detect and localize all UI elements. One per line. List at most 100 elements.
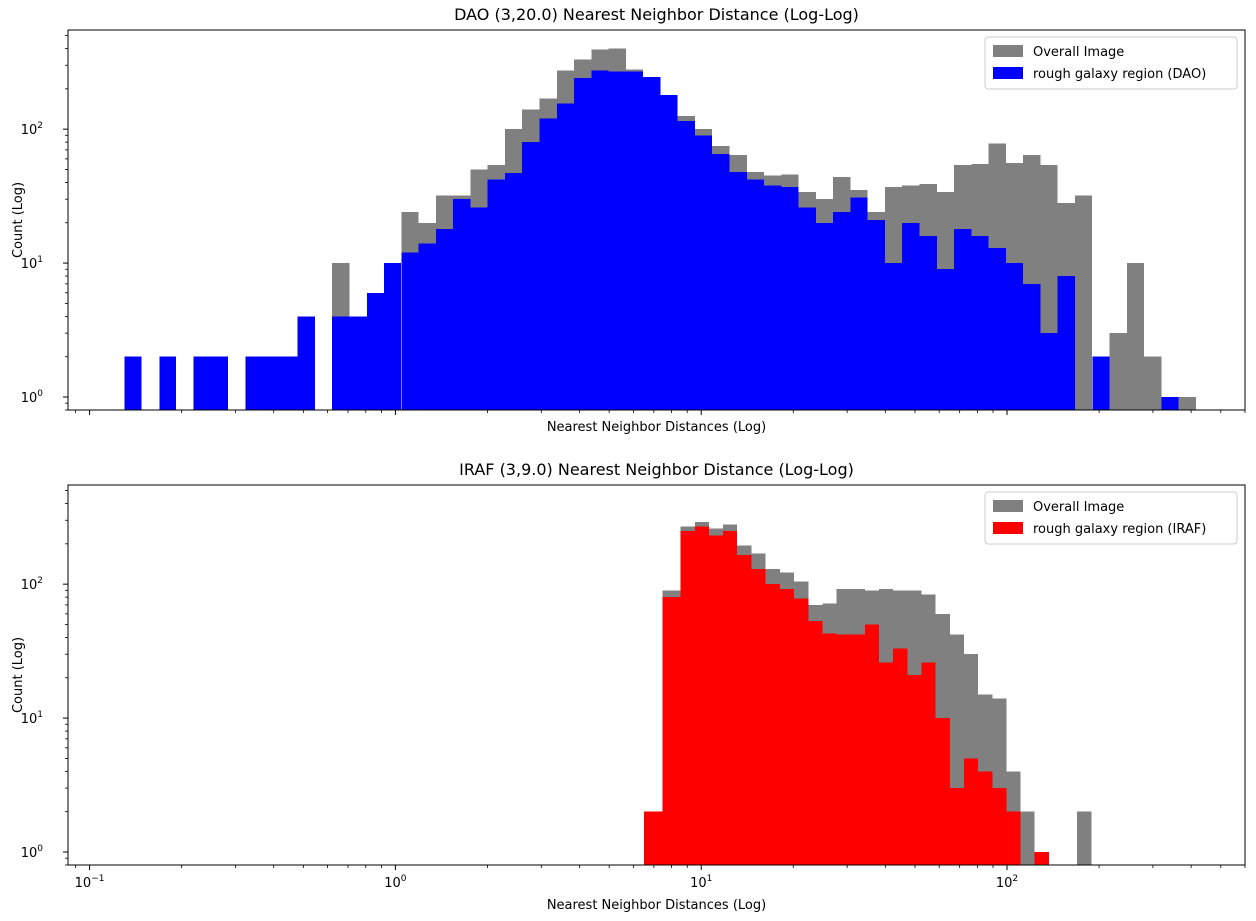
histogram-bar: [765, 584, 781, 865]
histogram-bar: [1109, 333, 1127, 410]
histogram-bar: [332, 316, 350, 410]
histogram-bar: [867, 219, 885, 410]
histogram-bar: [418, 243, 436, 410]
histogram-bar: [644, 811, 663, 865]
histogram-bar: [822, 633, 837, 865]
histogram-bar: [1074, 195, 1093, 410]
histogram-bar: [919, 235, 937, 410]
legend-swatch: [993, 67, 1023, 79]
histogram-bar: [746, 179, 765, 410]
x-axis-label: Nearest Neighbor Distances (Log): [547, 898, 766, 913]
histogram-bar: [487, 179, 505, 410]
histogram-bar: [1005, 263, 1024, 410]
histogram-bar: [723, 530, 738, 865]
histogram-bar: [539, 118, 557, 411]
histogram-bar: [1040, 333, 1058, 410]
histogram-bar: [694, 526, 709, 865]
histogram-bar: [193, 356, 212, 410]
histogram-bar: [556, 103, 575, 411]
series-1-bars: [644, 526, 1049, 865]
x-tick-label: 101: [690, 874, 712, 891]
histogram-bar: [680, 530, 695, 865]
y-axis-label: Count (Log): [11, 182, 26, 258]
y-tick-label: 100: [21, 389, 44, 406]
histogram-bar: [798, 207, 816, 410]
x-axis-ticks: 10−1 100 101 102: [75, 865, 1246, 891]
y-tick-label: 102: [21, 576, 43, 593]
series-1-bars: [124, 70, 1179, 411]
axes-frame: [67, 484, 1246, 866]
histogram-bar: [1178, 397, 1196, 410]
histogram-bar: [1161, 397, 1179, 410]
histogram-bar: [1144, 356, 1162, 410]
histogram-bar: [694, 135, 713, 411]
y-tick-label: 101: [21, 710, 43, 727]
histogram-bar: [124, 356, 142, 410]
histogram-bar: [751, 568, 766, 865]
histogram-bar: [1092, 356, 1110, 410]
y-tick-label: 102: [21, 121, 43, 138]
histogram-bar: [921, 662, 936, 865]
histogram-bar: [662, 597, 681, 865]
legend-label: rough galaxy region (DAO): [1033, 67, 1206, 82]
histogram-bar: [815, 222, 834, 410]
legend-label: rough galaxy region (IRAF): [1033, 522, 1206, 537]
chart-title: DAO (3,20.0) Nearest Neighbor Distance (…: [454, 5, 859, 24]
histogram-bar: [1023, 283, 1041, 410]
x-tick-label: 100: [384, 874, 407, 891]
x-tick-label: 102: [996, 874, 1018, 891]
histogram-bar: [262, 356, 281, 410]
histogram-bar: [245, 356, 263, 410]
histogram-bar: [712, 154, 730, 410]
histogram-bar: [297, 316, 315, 410]
legend: Overall Image rough galaxy region (IRAF): [984, 491, 1238, 545]
histogram-bar: [971, 235, 989, 410]
histogram-bar: [1077, 811, 1092, 865]
histogram-bar: [833, 212, 851, 410]
histogram-bar: [159, 356, 177, 410]
histogram-bar: [737, 555, 752, 865]
histogram-bar: [963, 758, 979, 865]
histogram-bar: [808, 621, 823, 865]
histogram-bar: [907, 674, 922, 865]
histogram-bar: [893, 648, 908, 865]
legend-label: Overall Image: [1033, 500, 1124, 515]
legend-label: Overall Image: [1033, 45, 1124, 60]
histogram-bar: [1006, 811, 1021, 865]
y-tick-label: 101: [21, 255, 43, 272]
histogram-bar: [591, 70, 609, 410]
histogram-bar: [660, 94, 678, 410]
histogram-bar: [780, 589, 794, 865]
x-axis-label: Nearest Neighbor Distances (Log): [547, 420, 766, 435]
y-axis-label: Count (Log): [11, 637, 26, 713]
histogram-bar: [729, 171, 747, 410]
histogram-bar: [470, 207, 488, 410]
legend: Overall Image rough galaxy region (DAO): [984, 36, 1238, 90]
histogram-bar: [211, 356, 229, 410]
y-tick-label: 100: [21, 844, 44, 861]
legend-swatch: [993, 500, 1023, 512]
histogram-bar: [643, 77, 661, 410]
histogram-bar: [781, 186, 799, 410]
histogram-bar: [935, 718, 950, 865]
histogram-bar: [884, 263, 903, 410]
histogram-bar: [949, 788, 964, 865]
x-axis-ticks: [75, 410, 1246, 415]
chart-title: IRAF (3,9.0) Nearest Neighbor Distance (…: [459, 460, 854, 479]
y-axis-ticks: 100 101 102: [21, 490, 68, 866]
histogram-bar: [708, 535, 724, 865]
top-histogram-panel: 100 101 102 DAO (3,20.0) Nearest Neighbor D…: [11, 5, 1246, 435]
histogram-bar: [1126, 263, 1145, 410]
histogram-bar: [978, 771, 993, 865]
histogram-bar: [850, 634, 865, 865]
histogram-bar: [504, 173, 523, 410]
histogram-bar: [793, 598, 809, 865]
histogram-bar: [453, 199, 471, 410]
histogram-bar: [383, 263, 402, 410]
histogram-bar: [677, 121, 695, 410]
histogram-bar: [878, 662, 894, 865]
histogram-bar: [954, 228, 972, 410]
histogram-bar: [836, 634, 851, 865]
axes-frame: [67, 29, 1246, 411]
